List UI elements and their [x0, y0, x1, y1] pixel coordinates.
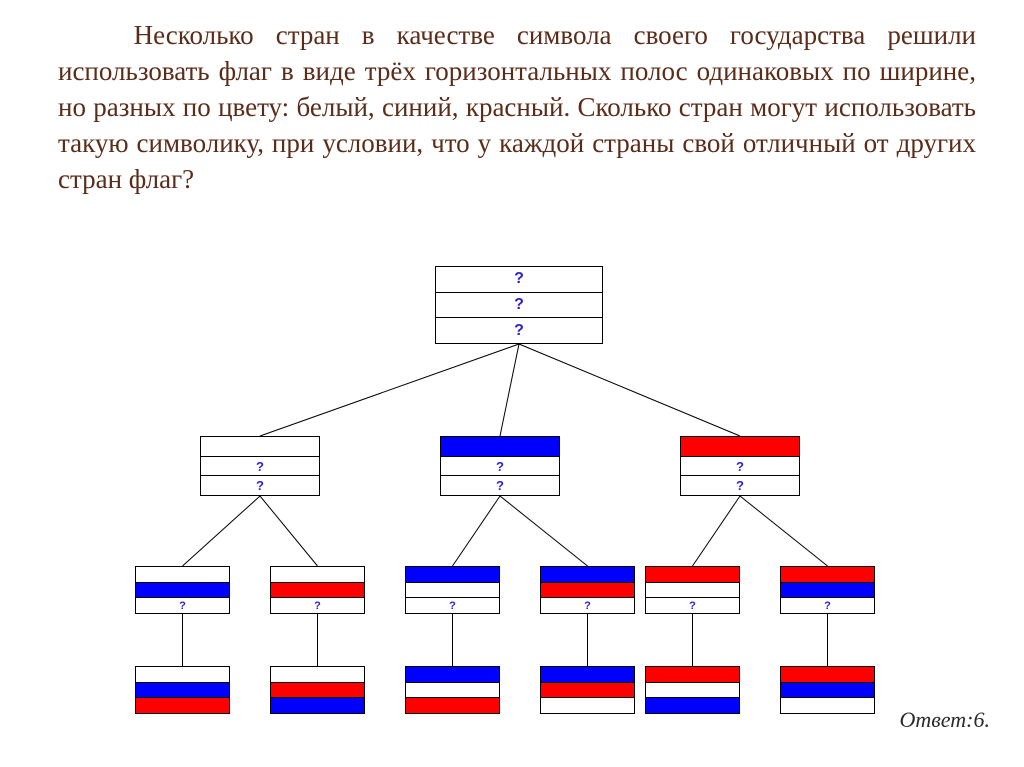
- flag-stripe: [781, 698, 874, 713]
- flag-stripe: [271, 567, 364, 583]
- flag-stripe: ?: [201, 476, 319, 495]
- flag-stripe: [541, 698, 634, 713]
- flag-stripe: [541, 583, 634, 599]
- flag-stripe: [271, 667, 364, 683]
- question-mark: ?: [824, 600, 831, 612]
- flag-node: ?: [540, 566, 635, 614]
- tree-diagram: ???????????????: [0, 266, 1024, 726]
- problem-text: Несколько стран в качестве символа своег…: [58, 18, 976, 198]
- flag-stripe: [406, 698, 499, 713]
- question-mark: ?: [179, 600, 186, 612]
- flag-stripe: [541, 667, 634, 683]
- flag-stripe: [646, 583, 739, 599]
- flag-stripe: [136, 667, 229, 683]
- flag-stripe: ?: [646, 598, 739, 613]
- flag-stripe: [271, 683, 364, 699]
- flag-node: ?: [405, 566, 500, 614]
- flag-stripe: [136, 583, 229, 599]
- flag-node: [780, 666, 875, 714]
- flag-stripe: [541, 683, 634, 699]
- flag-node: ???: [435, 266, 603, 344]
- flag-stripe: [541, 567, 634, 583]
- flag-stripe: ?: [201, 457, 319, 477]
- flag-node: ??: [440, 436, 560, 496]
- flag-stripe: [781, 683, 874, 699]
- question-mark: ?: [736, 459, 744, 474]
- flag-stripe: [781, 583, 874, 599]
- answer-text: Ответ:6.: [899, 707, 990, 733]
- flag-stripe: [136, 698, 229, 713]
- flag-stripe: [646, 667, 739, 683]
- flag-stripe: [271, 583, 364, 599]
- flag-stripe: ?: [681, 457, 799, 477]
- flag-stripe: [406, 683, 499, 699]
- flag-stripe: ?: [436, 267, 602, 293]
- question-mark: ?: [449, 600, 456, 612]
- flag-stripe: [136, 683, 229, 699]
- flag-stripe: ?: [136, 598, 229, 613]
- flag-stripe: ?: [271, 598, 364, 613]
- flag-stripe: [781, 567, 874, 583]
- flag-stripe: ?: [441, 457, 559, 477]
- flag-node: [645, 666, 740, 714]
- flag-node: [405, 666, 500, 714]
- flag-node: [540, 666, 635, 714]
- question-mark: ?: [514, 270, 524, 288]
- flag-stripe: [406, 667, 499, 683]
- question-mark: ?: [514, 322, 524, 340]
- flag-stripe: [441, 437, 559, 457]
- flag-stripe: [646, 683, 739, 699]
- flag-node: ??: [200, 436, 320, 496]
- question-mark: ?: [256, 459, 264, 474]
- flag-node: ?: [135, 566, 230, 614]
- question-mark: ?: [314, 600, 321, 612]
- flag-stripe: [406, 567, 499, 583]
- flag-stripe: [646, 567, 739, 583]
- question-mark: ?: [514, 296, 524, 314]
- question-mark: ?: [736, 478, 744, 493]
- question-mark: ?: [496, 478, 504, 493]
- flag-stripe: [201, 437, 319, 457]
- flag-stripe: ?: [441, 476, 559, 495]
- flag-stripe: [406, 583, 499, 599]
- flag-node: [270, 666, 365, 714]
- flag-stripe: [136, 567, 229, 583]
- flag-node: ??: [680, 436, 800, 496]
- flag-stripe: [646, 698, 739, 713]
- flag-stripe: ?: [541, 598, 634, 613]
- flag-stripe: ?: [436, 318, 602, 343]
- flag-node: ?: [270, 566, 365, 614]
- flag-stripe: [781, 667, 874, 683]
- question-mark: ?: [584, 600, 591, 612]
- flag-stripe: ?: [406, 598, 499, 613]
- flag-stripe: [681, 437, 799, 457]
- flag-stripe: ?: [436, 293, 602, 319]
- flag-stripe: [271, 698, 364, 713]
- flag-stripe: ?: [781, 598, 874, 613]
- flag-stripe: ?: [681, 476, 799, 495]
- flag-node: [135, 666, 230, 714]
- question-mark: ?: [689, 600, 696, 612]
- flag-node: ?: [780, 566, 875, 614]
- flag-node: ?: [645, 566, 740, 614]
- question-mark: ?: [496, 459, 504, 474]
- question-mark: ?: [256, 478, 264, 493]
